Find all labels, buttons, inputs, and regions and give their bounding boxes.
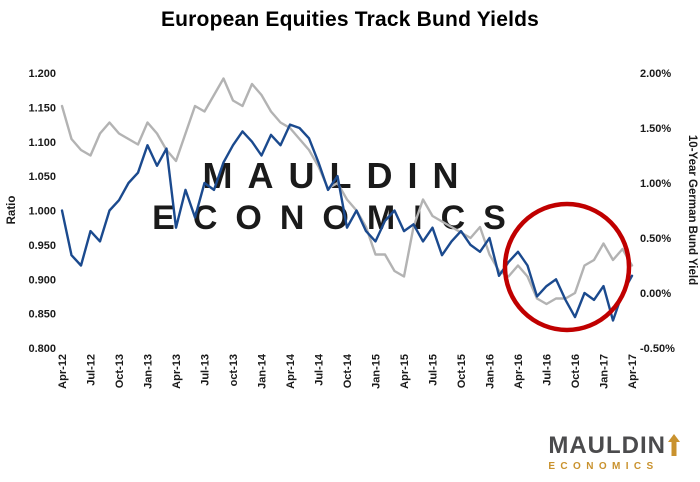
left-axis-tick-label: 1.200 [28,68,56,80]
x-axis-tick-label: Oct-16 [570,354,582,388]
left-axis-tick-label: 0.950 [28,240,56,252]
x-axis-tick-label: Jan-17 [599,354,611,389]
series-line-left [60,123,634,322]
x-axis-tick-label: Apr-12 [57,354,69,389]
x-axis-tick-label: Oct-14 [342,353,354,388]
x-axis-tick-label: Apr-17 [627,354,639,389]
x-axis-tick-label: Jan-16 [485,354,497,389]
x-axis-tick-label: Jul-14 [314,353,326,386]
x-axis-tick-label: Apr-16 [513,354,525,389]
logo-sub-text: ECONOMICS [548,461,659,472]
right-axis-tick-label: 0.50% [640,233,671,245]
x-axis-tick-label: Jan-15 [371,354,383,389]
x-axis-tick-label: Jul-16 [542,354,554,386]
right-axis-tick-label: 1.00% [640,178,671,190]
left-axis-tick-label: 1.050 [28,171,56,183]
x-axis-tick-label: Jul-12 [86,354,98,386]
x-axis-tick-label: Apr-14 [285,353,297,389]
x-axis-tick-label: Oct-13 [114,354,126,388]
left-axis-tick-label: 0.800 [28,343,56,355]
right-axis-tick-label: 2.00% [640,68,671,80]
x-axis-tick-label: Apr-13 [171,354,183,389]
x-axis-tick-label: oct-13 [228,354,240,386]
x-axis-tick-label: Oct-15 [456,354,468,388]
x-axis-tick-label: Apr-15 [399,354,411,389]
chart-title: European Equities Track Bund Yields [160,8,540,31]
x-axis-tick-label: Jan-14 [257,353,269,389]
logo-arrow-icon [668,434,680,456]
left-axis-tick-label: 1.150 [28,102,56,114]
right-axis-tick-label: -0.50% [640,343,675,355]
left-axis-title: Ratio [6,196,18,225]
right-axis-title: 10-Year German Bund Yield [686,135,698,285]
logo-top-row: MAULDIN [548,434,680,458]
left-axis-tick-label: 0.900 [28,274,56,286]
left-axis-tick-label: 0.850 [28,309,56,321]
right-axis-tick-label: 0.00% [640,288,671,300]
logo-name-text: MAULDIN [548,432,666,459]
right-axis-tick-label: 1.50% [640,123,671,135]
series-line-right [60,77,634,306]
x-axis-tick-label: Jul-15 [428,354,440,386]
mauldin-logo: MAULDIN ECONOMICS [548,434,680,472]
watermark-line2: ECONOMICS [152,199,524,237]
x-axis-tick-label: Jul-13 [200,354,212,386]
x-axis-tick-label: Jan-13 [143,354,155,389]
watermark-line1: MAULDIN [203,155,474,196]
left-axis-tick-label: 1.100 [28,137,56,149]
highlight-circle [502,201,632,333]
left-axis-tick-label: 1.000 [28,206,56,218]
